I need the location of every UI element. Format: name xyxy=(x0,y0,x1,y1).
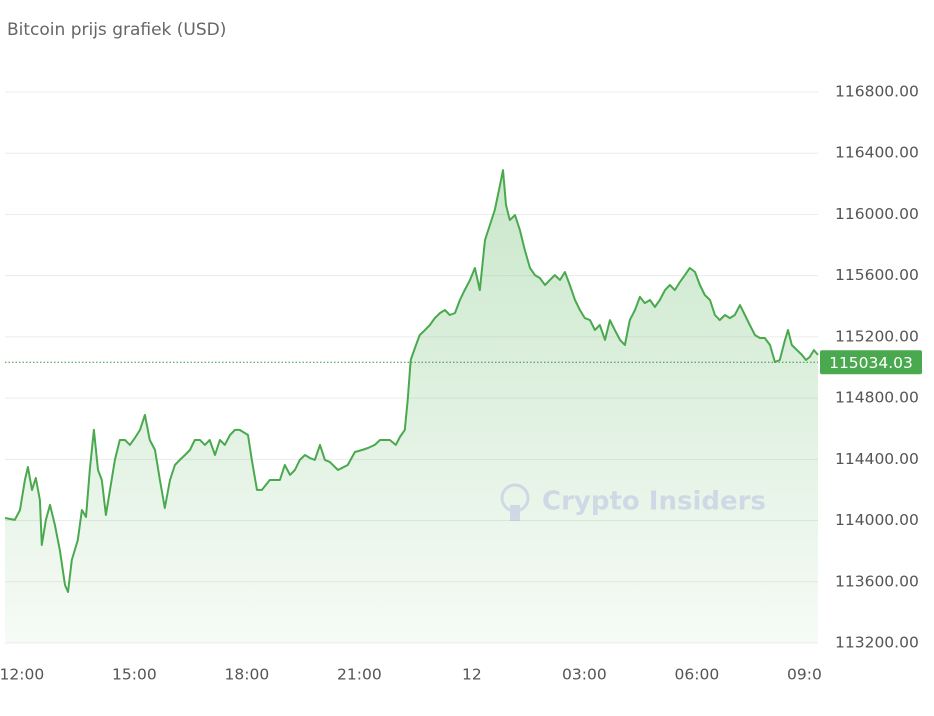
y-tick-label: 114800.00 xyxy=(835,389,919,407)
x-axis: 12:00 15:00 18:00 21:00 12 03:00 06:00 09:00 xyxy=(0,666,832,684)
y-tick-label: 114000.00 xyxy=(835,511,919,529)
x-tick-label: 09:00 xyxy=(787,666,832,684)
y-tick-label: 113600.00 xyxy=(835,572,919,590)
y-tick-label: 113200.00 xyxy=(835,634,919,652)
x-tick-label: 03:00 xyxy=(562,666,607,684)
watermark-icon xyxy=(500,483,530,513)
x-tick-label: 15:00 xyxy=(112,666,157,684)
x-tick-label: 06:00 xyxy=(675,666,720,684)
y-tick-label: 115600.00 xyxy=(835,266,919,284)
x-tick-label: 12 xyxy=(462,666,482,684)
y-tick-label: 114400.00 xyxy=(835,450,919,468)
area xyxy=(5,170,818,643)
watermark-text: Crypto Insiders xyxy=(542,487,766,517)
plot xyxy=(4,169,819,643)
y-tick-label: 116800.00 xyxy=(835,83,919,101)
watermark-icon xyxy=(510,505,520,521)
y-tick-label: 116000.00 xyxy=(835,205,919,223)
x-tick-label: 12:00 xyxy=(0,666,44,684)
price-line xyxy=(4,169,819,593)
chart-title: Bitcoin prijs grafiek (USD) xyxy=(7,20,226,40)
x-tick-label: 18:00 xyxy=(225,666,270,684)
last-price-badge xyxy=(820,350,922,375)
y-axis: 113200.00 113600.00 114000.00 114400.00 1148… xyxy=(820,83,922,652)
y-tick-label: 115200.00 xyxy=(835,327,919,345)
y-tick-label: 116400.00 xyxy=(835,144,919,162)
watermark: Crypto Insiders xyxy=(500,483,766,521)
x-tick-label: 21:00 xyxy=(337,666,382,684)
last-price-label: 115034.03 xyxy=(829,354,913,372)
